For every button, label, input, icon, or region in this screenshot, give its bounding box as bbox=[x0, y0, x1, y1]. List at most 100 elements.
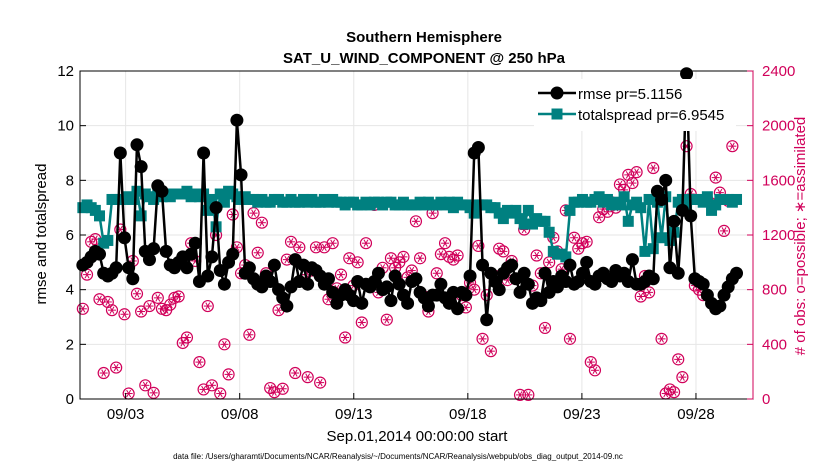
rmse-marker bbox=[434, 277, 448, 291]
y2-tick-label: 1600 bbox=[762, 172, 795, 189]
obs-asterisk-stroke bbox=[505, 276, 510, 284]
obs-asterisk-stroke bbox=[346, 254, 352, 262]
totalspread-marker bbox=[102, 234, 114, 246]
obs-asterisk-stroke bbox=[625, 171, 631, 179]
rmse-marker bbox=[301, 277, 315, 291]
obs-asterisk-stroke bbox=[84, 270, 90, 279]
obs-circle bbox=[139, 379, 152, 392]
obs-circle bbox=[251, 246, 264, 259]
rmse-marker bbox=[155, 184, 169, 198]
rmse-marker bbox=[134, 160, 148, 174]
obs-asterisk-stroke bbox=[163, 306, 169, 314]
obs-circle bbox=[289, 366, 302, 380]
obs-count-marker bbox=[218, 338, 231, 351]
obs-count-marker bbox=[655, 332, 668, 345]
obs-circle bbox=[355, 316, 368, 329]
obs-count-marker bbox=[380, 313, 393, 326]
y-tick-label: 10 bbox=[57, 118, 74, 135]
obs-asterisk-stroke bbox=[617, 180, 623, 189]
obs-count-marker bbox=[438, 237, 452, 250]
obs-asterisk-stroke bbox=[80, 305, 86, 313]
obs-circle bbox=[642, 286, 656, 299]
totalspread-marker bbox=[198, 188, 210, 200]
totalspread-marker bbox=[564, 204, 576, 216]
x-axis-label: Sep.01,2014 00:00:00 start bbox=[327, 428, 509, 445]
obs-circle bbox=[484, 345, 497, 358]
obs-asterisk-stroke bbox=[246, 331, 252, 339]
obs-asterisk-stroke bbox=[534, 251, 540, 260]
rmse-marker bbox=[538, 266, 552, 280]
obs-asterisk-stroke bbox=[471, 285, 477, 294]
y2-tick-label: 2400 bbox=[762, 63, 795, 80]
obs-asterisk-stroke bbox=[525, 391, 531, 399]
obs-asterisk-stroke bbox=[330, 239, 336, 247]
obs-count-marker bbox=[76, 302, 89, 315]
obs-asterisk-stroke bbox=[475, 242, 481, 250]
y2-tick-label: 800 bbox=[762, 282, 787, 299]
rmse-marker bbox=[234, 168, 248, 182]
obs-circle bbox=[409, 215, 423, 228]
rmse-marker bbox=[625, 253, 639, 267]
rmse-marker bbox=[384, 294, 398, 308]
totalspread-marker bbox=[731, 193, 743, 205]
obs-count-marker bbox=[326, 237, 339, 250]
obs-asterisk-stroke bbox=[355, 258, 361, 267]
obs-asterisk-stroke bbox=[571, 234, 577, 242]
rmse-marker bbox=[280, 299, 294, 313]
obs-count-marker bbox=[276, 382, 289, 395]
obs-circle bbox=[351, 256, 364, 269]
obs-asterisk-stroke bbox=[646, 288, 652, 297]
obs-circle bbox=[301, 371, 314, 384]
rmse-marker bbox=[696, 277, 710, 291]
obs-circle bbox=[164, 298, 177, 311]
rmse-marker bbox=[451, 302, 465, 316]
obs-count-marker bbox=[268, 386, 281, 399]
obs-circle bbox=[218, 338, 231, 351]
obs-count-marker bbox=[413, 252, 427, 265]
legend-spread-marker bbox=[551, 108, 563, 120]
obs-circle bbox=[522, 388, 535, 401]
rmse-marker bbox=[646, 272, 660, 286]
obs-asterisk-stroke bbox=[226, 370, 232, 379]
obs-circle bbox=[205, 379, 219, 392]
obs-circle bbox=[430, 267, 443, 280]
totalspread-marker bbox=[94, 210, 106, 222]
obs-count-marker bbox=[314, 376, 327, 389]
obs-asterisk-stroke bbox=[713, 173, 719, 182]
obs-count-marker bbox=[205, 379, 219, 392]
obs-asterisk-stroke bbox=[488, 347, 494, 355]
obs-count-marker bbox=[247, 207, 260, 220]
obs-circle bbox=[438, 237, 452, 250]
obs-count-marker bbox=[588, 364, 602, 377]
obs-circle bbox=[630, 166, 643, 179]
rmse-marker bbox=[671, 266, 685, 280]
obs-asterisk-stroke bbox=[721, 227, 727, 235]
obs-circle bbox=[147, 386, 160, 399]
obs-asterisk-stroke bbox=[292, 369, 298, 377]
obs-circle bbox=[497, 245, 510, 258]
totalspread-marker bbox=[664, 234, 676, 246]
obs-circle bbox=[255, 216, 268, 229]
obs-asterisk-stroke bbox=[221, 340, 227, 349]
totalspread-marker bbox=[210, 221, 222, 233]
obs-count-marker bbox=[139, 379, 152, 392]
obs-asterisk-stroke bbox=[629, 179, 635, 187]
obs-asterisk-stroke bbox=[196, 358, 202, 366]
legend-box bbox=[534, 79, 736, 131]
rmse-marker bbox=[184, 247, 198, 261]
rmse-marker bbox=[130, 138, 144, 152]
y-tick-label: 6 bbox=[66, 227, 74, 244]
totalspread-marker bbox=[560, 251, 572, 263]
obs-circle bbox=[413, 252, 427, 265]
obs-count-marker bbox=[251, 246, 264, 259]
totalspread-marker bbox=[131, 185, 143, 197]
y-tick-label: 8 bbox=[66, 172, 74, 189]
obs-circle bbox=[359, 237, 373, 250]
obs-asterisk-stroke bbox=[280, 385, 286, 393]
rmse-marker bbox=[517, 266, 531, 280]
rmse-marker bbox=[109, 261, 123, 275]
obs-count-marker bbox=[130, 287, 144, 300]
obs-count-marker bbox=[151, 291, 164, 304]
obs-asterisk-stroke bbox=[288, 238, 294, 246]
totalspread-marker bbox=[539, 215, 551, 227]
